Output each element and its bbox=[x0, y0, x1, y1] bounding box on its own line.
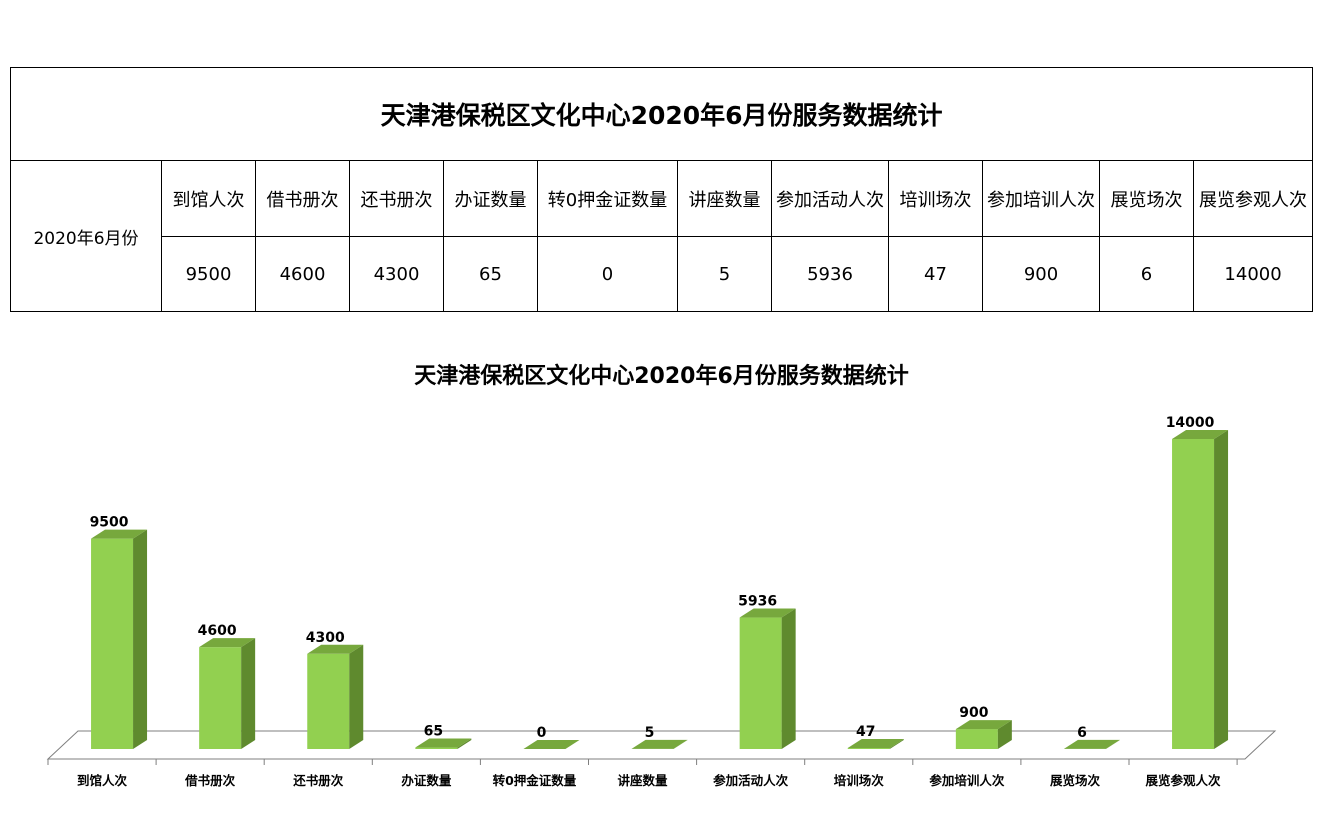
table-header-row: 2020年6月份 到馆人次 借书册次 还书册次 办证数量 转0押金证数量 讲座数量 参加活动… bbox=[10, 160, 1314, 312]
bar-side bbox=[1214, 430, 1229, 749]
data-label: 9500 bbox=[90, 515, 129, 531]
chart-floor bbox=[46, 730, 1277, 760]
data-label: 5936 bbox=[738, 594, 777, 610]
bar-side bbox=[457, 738, 472, 749]
bar-top bbox=[847, 738, 904, 748]
month-label: 2020年6月份 bbox=[10, 160, 162, 312]
bar-front bbox=[199, 647, 242, 749]
data-label: 4600 bbox=[198, 623, 237, 639]
bar bbox=[91, 529, 148, 749]
bar bbox=[307, 644, 364, 749]
column-header: 办证数量 bbox=[443, 160, 538, 237]
bar-top bbox=[1172, 430, 1229, 439]
x-tick-label: 办证数量 bbox=[401, 773, 452, 788]
bar bbox=[199, 638, 256, 749]
bar-side bbox=[349, 644, 364, 749]
data-label: 0 bbox=[537, 725, 547, 741]
service-data-table: 天津港保税区文化中心2020年6月份服务数据统计 2020年6月份 到馆人次 借书… bbox=[9, 67, 1314, 312]
bar-top bbox=[739, 608, 796, 618]
column-header: 借书册次 bbox=[255, 160, 350, 237]
bar-front bbox=[739, 617, 782, 749]
bar-side bbox=[133, 529, 148, 749]
bar-front bbox=[955, 729, 998, 749]
bar bbox=[1172, 430, 1229, 749]
table-cell-value: 14000 bbox=[1192, 236, 1314, 312]
column-header: 还书册次 bbox=[349, 160, 444, 237]
bar-front bbox=[847, 747, 890, 749]
data-label: 4300 bbox=[306, 630, 345, 646]
table-cell-value: 5936 bbox=[771, 236, 889, 312]
bar-side bbox=[673, 739, 688, 749]
bar-top bbox=[1063, 739, 1120, 749]
x-tick-label: 参加培训人次 bbox=[929, 773, 1005, 788]
bar-top bbox=[523, 740, 580, 749]
x-tick-label: 借书册次 bbox=[184, 773, 236, 788]
data-label: 65 bbox=[424, 724, 443, 740]
table-cell-value: 5 bbox=[677, 236, 772, 312]
bar-top bbox=[955, 720, 1012, 730]
bar-front bbox=[415, 747, 458, 749]
chart-title: 天津港保税区文化中心2020年6月份服务数据统计 bbox=[414, 364, 909, 389]
bar-top bbox=[199, 638, 256, 648]
data-label: 6 bbox=[1077, 725, 1087, 741]
column-header: 参加活动人次 bbox=[771, 160, 889, 237]
bar-front bbox=[1172, 439, 1215, 749]
table-cell-value: 4600 bbox=[255, 236, 350, 312]
data-label: 14000 bbox=[1166, 415, 1215, 431]
data-label: 47 bbox=[856, 724, 875, 740]
bar-side bbox=[1105, 739, 1120, 749]
table-title: 天津港保税区文化中心2020年6月份服务数据统计 bbox=[9, 67, 1314, 161]
table-cell-value: 65 bbox=[443, 236, 538, 312]
column-header: 展览参观人次 bbox=[1192, 160, 1314, 237]
table-cell-value: 900 bbox=[982, 236, 1100, 312]
bar bbox=[847, 738, 904, 749]
bar-side bbox=[241, 638, 256, 749]
bar-top bbox=[631, 739, 688, 749]
bar-side bbox=[889, 738, 904, 749]
bar-side bbox=[997, 720, 1012, 749]
bar-front bbox=[91, 538, 134, 749]
bar-side bbox=[781, 608, 796, 749]
bar bbox=[955, 720, 1012, 749]
x-tick-label: 讲座数量 bbox=[618, 773, 669, 788]
x-tick-label: 到馆人次 bbox=[77, 773, 128, 788]
column-header: 参加培训人次 bbox=[982, 160, 1100, 237]
table-cell-value: 6 bbox=[1099, 236, 1194, 312]
bar bbox=[1063, 739, 1120, 749]
bar bbox=[415, 738, 472, 749]
table-cell-value: 9500 bbox=[161, 236, 256, 312]
table-cell-value: 0 bbox=[537, 236, 678, 312]
column-header: 培训场次 bbox=[888, 160, 983, 237]
bar bbox=[739, 608, 796, 749]
bar-top bbox=[307, 644, 364, 654]
data-label: 5 bbox=[645, 725, 655, 741]
bar bbox=[631, 739, 688, 749]
bar-top bbox=[91, 529, 148, 539]
data-label: 900 bbox=[959, 705, 988, 721]
bar-top bbox=[415, 738, 472, 748]
x-tick-label: 展览场次 bbox=[1050, 773, 1101, 788]
column-header: 讲座数量 bbox=[677, 160, 772, 237]
x-tick-label: 培训场次 bbox=[834, 773, 885, 788]
table-value-row: 9500 4600 4300 65 0 5 5936 47 900 6 14000 bbox=[11, 236, 1314, 312]
x-tick-label: 展览参观人次 bbox=[1146, 773, 1222, 788]
bar-front bbox=[307, 653, 350, 749]
bar bbox=[523, 740, 580, 749]
x-tick-label: 参加活动人次 bbox=[713, 773, 789, 788]
x-tick-label: 转0押金证数量 bbox=[493, 773, 577, 788]
x-tick-label: 还书册次 bbox=[292, 773, 344, 788]
